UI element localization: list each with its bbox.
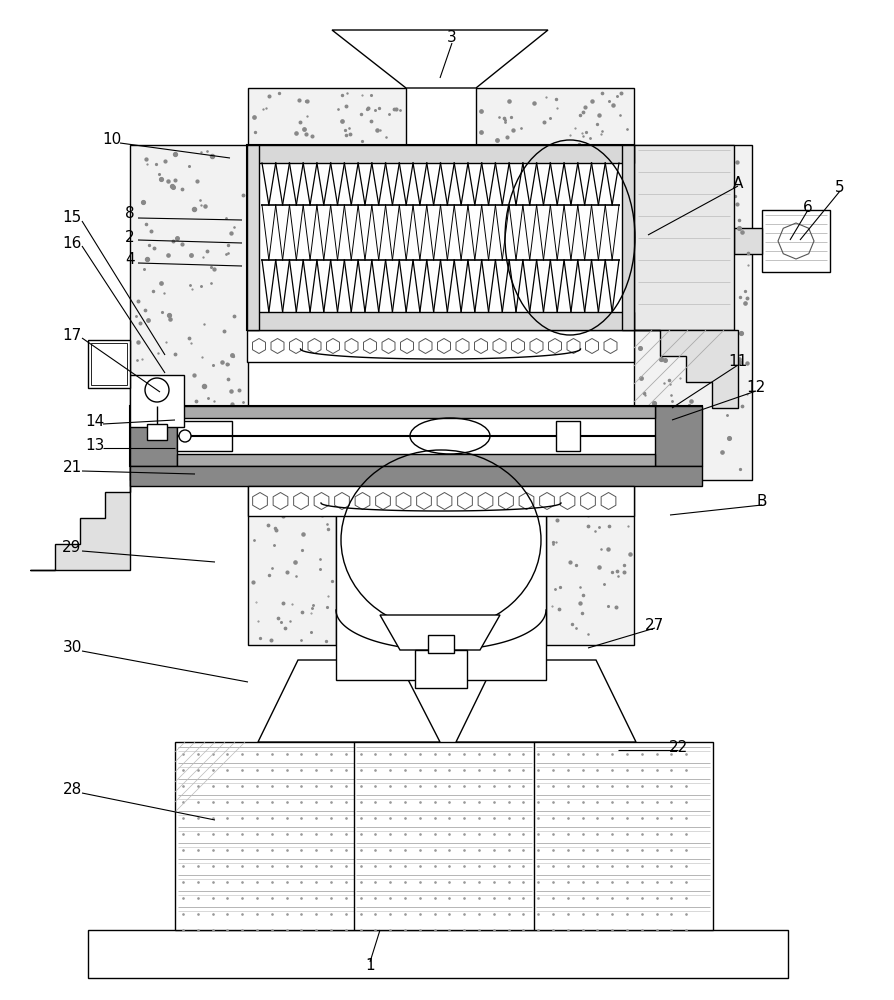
Bar xyxy=(248,480,336,645)
Bar xyxy=(248,88,406,146)
Bar xyxy=(392,610,502,660)
Text: 4: 4 xyxy=(125,252,135,267)
Bar xyxy=(177,454,655,466)
Text: 6: 6 xyxy=(803,200,813,215)
Text: 15: 15 xyxy=(63,211,81,226)
Bar xyxy=(247,145,259,330)
Text: 2: 2 xyxy=(125,230,135,244)
Text: 11: 11 xyxy=(729,355,747,369)
Bar xyxy=(410,578,482,613)
Bar xyxy=(428,635,454,653)
Bar xyxy=(415,650,467,688)
Bar xyxy=(247,312,634,330)
Text: B: B xyxy=(756,494,767,510)
Bar xyxy=(425,560,467,582)
Text: 22: 22 xyxy=(669,740,687,754)
Text: A: A xyxy=(733,176,743,190)
Bar xyxy=(655,406,702,466)
Polygon shape xyxy=(456,660,636,742)
Polygon shape xyxy=(380,615,500,650)
Bar xyxy=(130,406,177,466)
Bar xyxy=(734,228,762,254)
Bar xyxy=(175,742,713,930)
Text: 27: 27 xyxy=(645,617,664,633)
Text: 10: 10 xyxy=(103,132,122,147)
Bar xyxy=(91,343,127,385)
Bar xyxy=(546,480,634,645)
Text: 29: 29 xyxy=(63,540,81,556)
Bar xyxy=(248,486,634,516)
Text: 16: 16 xyxy=(63,235,81,250)
Bar xyxy=(247,330,634,362)
Bar xyxy=(130,375,184,427)
Bar xyxy=(130,406,702,466)
Bar xyxy=(634,145,752,480)
Text: 21: 21 xyxy=(63,460,81,476)
Text: 14: 14 xyxy=(85,414,105,428)
Bar xyxy=(177,421,232,451)
Bar xyxy=(130,145,248,480)
Bar xyxy=(634,145,734,330)
Bar xyxy=(247,145,634,330)
Bar xyxy=(147,424,167,440)
Bar xyxy=(762,210,830,272)
Text: 1: 1 xyxy=(365,958,375,972)
Bar xyxy=(556,421,580,451)
Polygon shape xyxy=(258,660,440,742)
Text: 8: 8 xyxy=(125,207,135,222)
Bar xyxy=(476,88,634,146)
Bar xyxy=(88,930,788,978)
Text: 3: 3 xyxy=(447,30,457,45)
Text: 30: 30 xyxy=(63,641,81,656)
Text: 17: 17 xyxy=(63,328,81,342)
Bar xyxy=(247,145,634,163)
Bar xyxy=(177,406,655,418)
Bar xyxy=(130,466,702,486)
Circle shape xyxy=(145,378,169,402)
Polygon shape xyxy=(332,30,548,88)
Polygon shape xyxy=(634,330,738,408)
Text: 5: 5 xyxy=(835,180,845,196)
Bar xyxy=(336,480,546,680)
Text: 12: 12 xyxy=(746,380,765,395)
Text: 28: 28 xyxy=(63,782,81,798)
Bar xyxy=(622,145,634,330)
Polygon shape xyxy=(30,466,130,570)
Text: 13: 13 xyxy=(85,438,105,452)
Bar xyxy=(88,340,130,388)
Circle shape xyxy=(179,430,191,442)
